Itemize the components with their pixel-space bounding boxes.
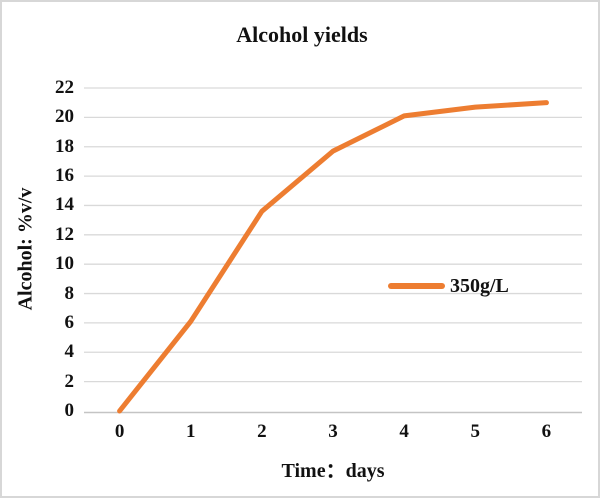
y-tick-label-14: 14 [55,194,74,216]
y-tick-label-0: 0 [64,400,75,421]
x-tick-label-1: 1 [185,421,196,442]
chart-title: Alcohol yields [236,22,368,47]
y-tick-label-4: 4 [64,341,75,363]
y-tick-label-6: 6 [64,311,75,333]
series-line-350g/L [117,100,549,414]
y-tick-label-12: 12 [55,223,74,245]
y-tick-label-16: 16 [55,165,74,187]
legend-series-label: 350g/L [450,274,509,297]
x-tick-label-5: 5 [470,421,481,442]
y-tick-label-20: 20 [55,106,74,128]
y-tick-label-2: 2 [64,370,75,392]
legend: 350g/L [388,274,509,298]
y-tick-label-10: 10 [55,253,74,275]
x-axis-title: Time：days [281,460,385,482]
x-tick-label-3: 3 [328,421,338,442]
x-tick-label-6: 6 [541,421,552,442]
legend-line-swatch [388,283,445,289]
y-tick-label-22: 22 [55,77,74,98]
y-tick-label-8: 8 [64,282,75,304]
x-tick-label-0: 0 [114,421,125,442]
x-tick-label-2: 2 [257,421,267,442]
y-tick-label-18: 18 [55,135,74,157]
x-tick-label-4: 4 [399,421,409,442]
